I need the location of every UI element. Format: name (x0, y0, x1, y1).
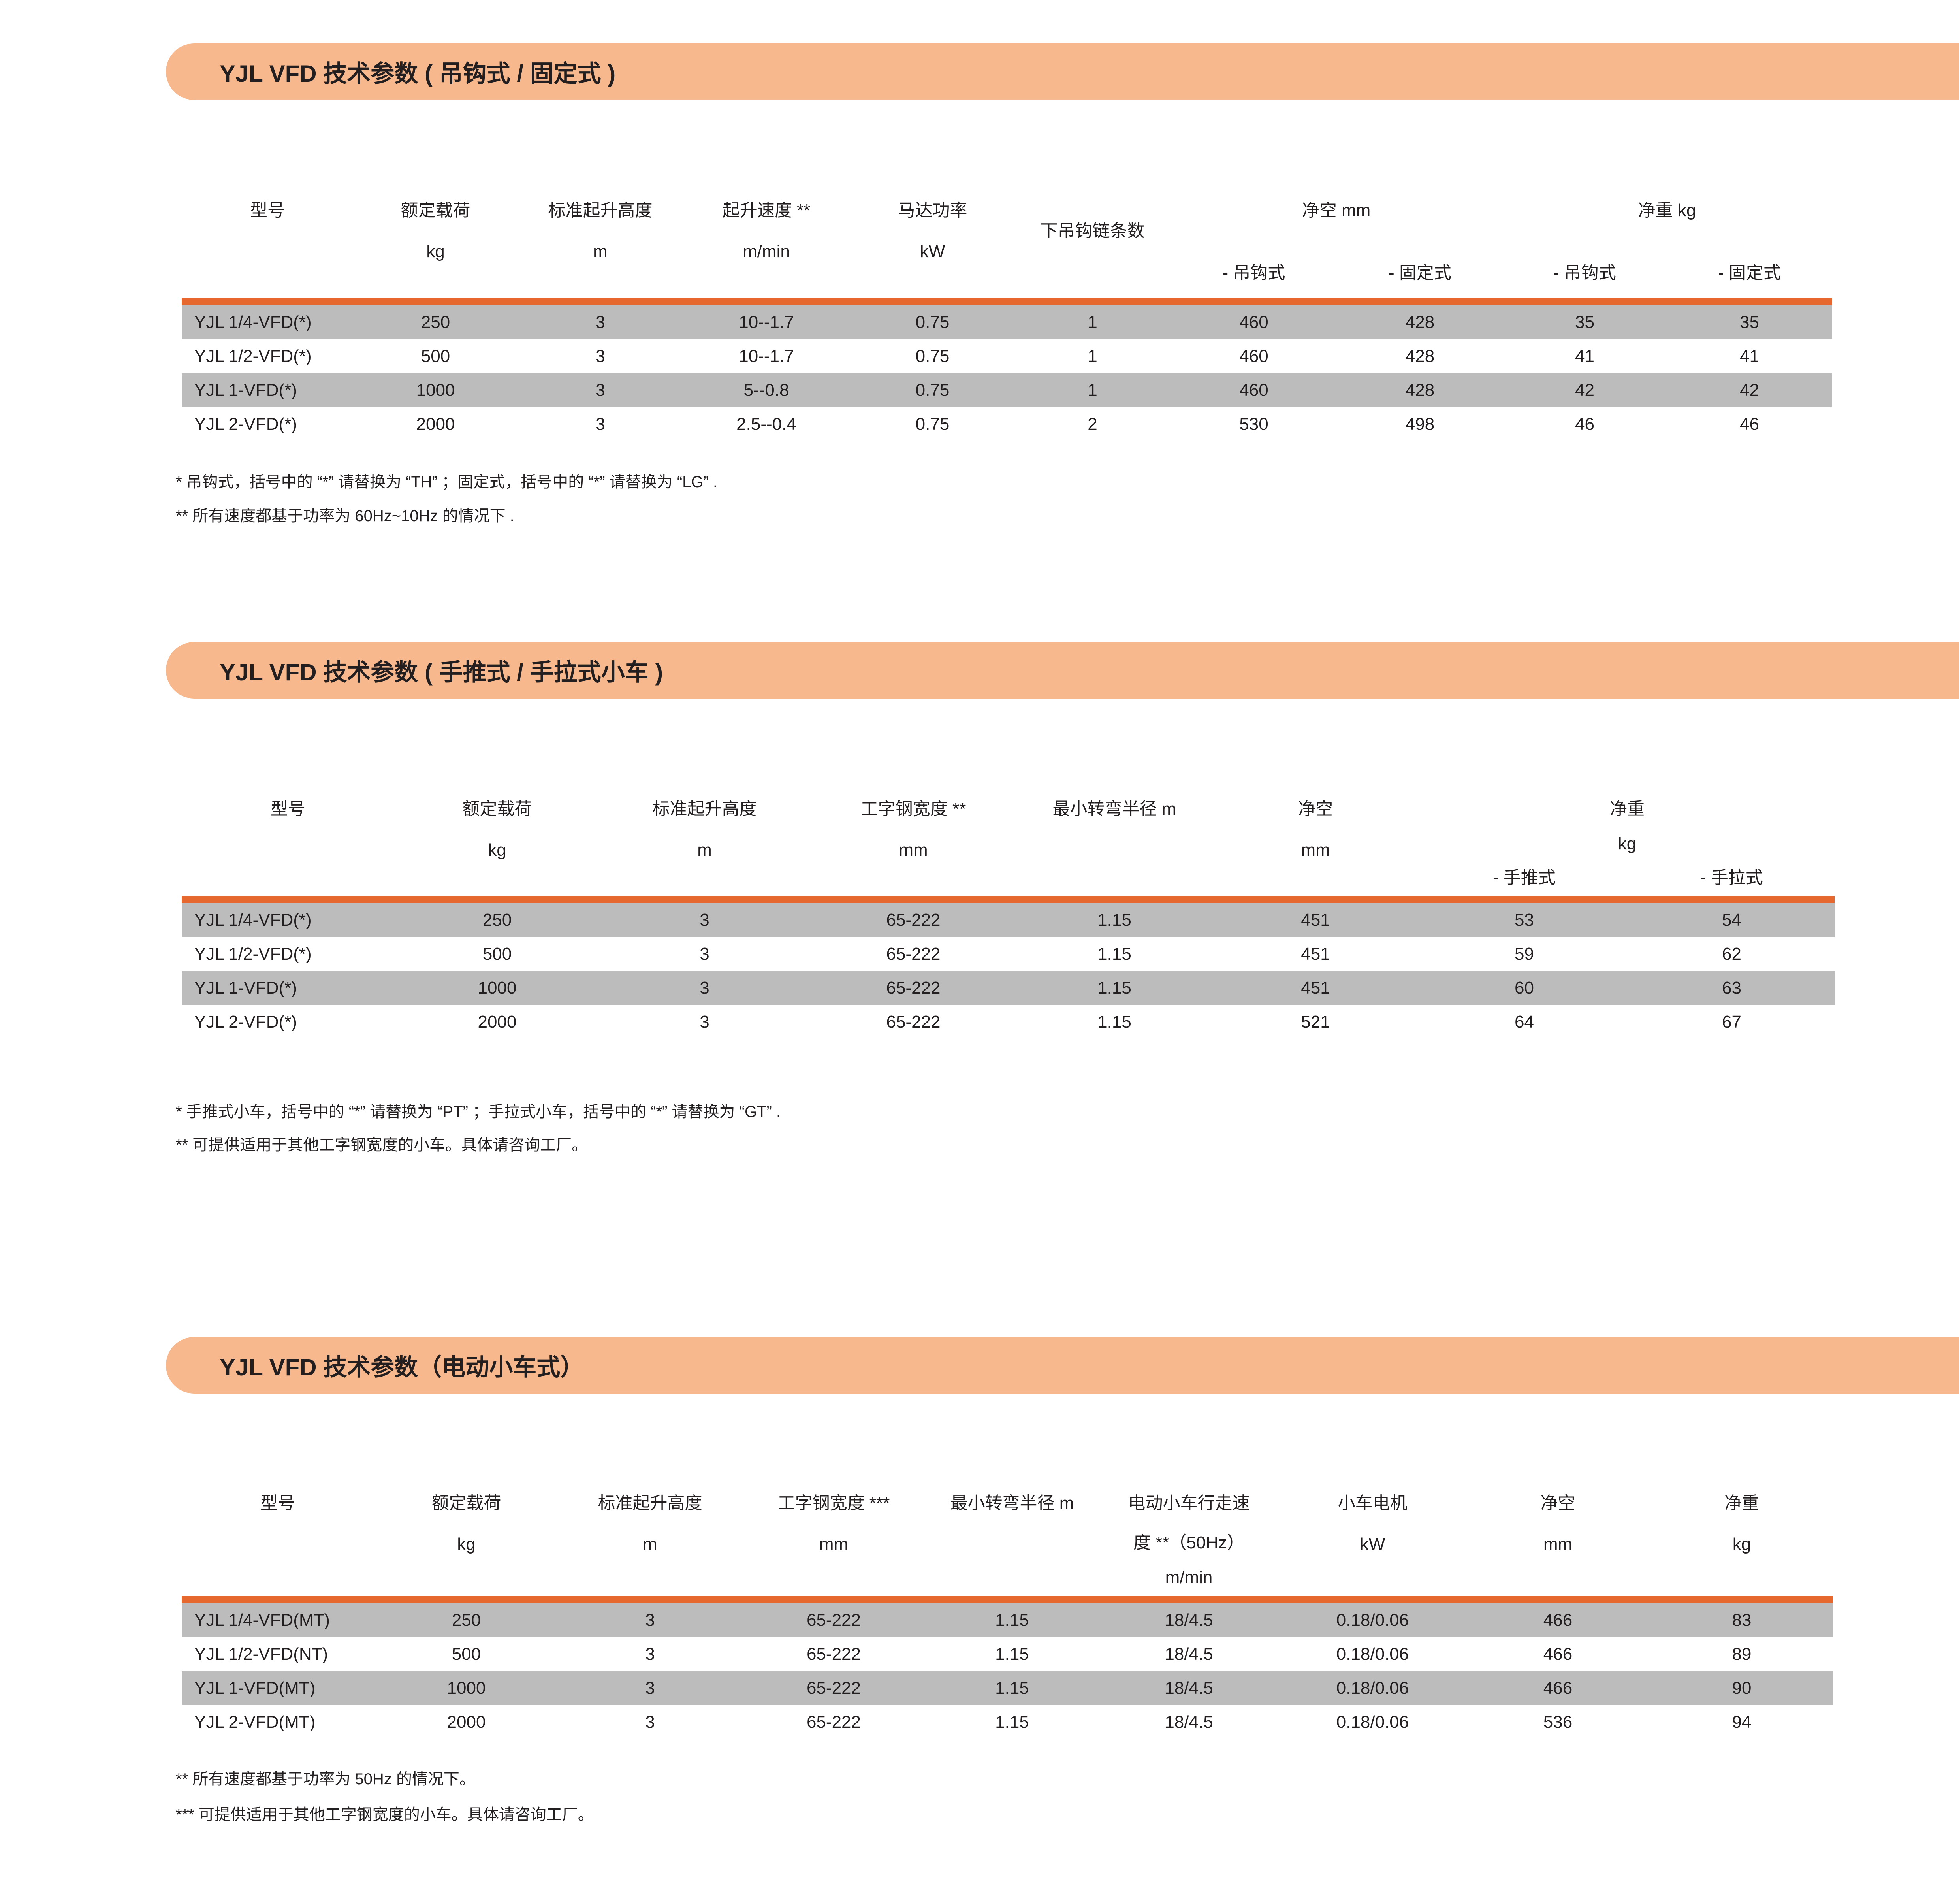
col-header-beam-width: 工字钢宽度 *** mm (777, 1493, 890, 1554)
section-push-geared-trolley: YJL VFD 技术参数 ( 手推式 / 手拉式小车 ) 型号 额定载荷 kg 标… (0, 642, 1959, 1154)
col-header-motor-power: 马达功率 kW (898, 201, 967, 261)
table-row: YJL 1-VFD(MT) 1000 3 65-222 1.15 18/4.5 … (182, 1671, 1833, 1705)
col-header-min-radius: 最小转弯半径 m (1052, 799, 1176, 819)
sub-header-hook: - 吊钩式 (1553, 263, 1616, 282)
col-header-headroom: 净空 mm (1298, 799, 1333, 860)
section-title: YJL VFD 技术参数 ( 吊钩式 / 固定式 ) (220, 60, 616, 87)
col-header-trolley-motor: 小车电机 kW (1338, 1493, 1408, 1554)
col-group-net-weight: 净重 kg (1638, 201, 1696, 220)
footnote: * 手推式小车，括号中的 “*” 请替换为 “PT” ；手拉式小车，括号中的 “… (176, 1103, 781, 1121)
sub-header-hook: - 吊钩式 (1222, 263, 1285, 282)
section-title: YJL VFD 技术参数（电动小车式） (220, 1354, 584, 1380)
spec-table-motorized-trolley: 型号 额定载荷 kg 标准起升高度 m 工字钢宽度 *** mm 最小转弯半径 m 电… (182, 1470, 1833, 1745)
col-header-travel-speed: 电动小车行走速度 **（50Hz） m/min (1128, 1493, 1250, 1587)
header-body-divider (182, 298, 1832, 305)
table-row: YJL 2-VFD(*) 2000 3 2.5--0.4 0.75 2 530 … (194, 414, 1759, 434)
col-header-rated-load: 额定载荷 kg (401, 201, 470, 261)
col-group-net-weight: 净重 kg (1610, 799, 1645, 853)
sub-header-geared: - 手拉式 (1700, 868, 1763, 887)
col-header-net-weight: 净重 kg (1724, 1493, 1759, 1554)
table-row: YJL 1-VFD(*) 1000 3 5--0.8 0.75 1 460 42… (182, 373, 1832, 407)
table-row: YJL 1/4-VFD(MT) 250 3 65-222 1.15 18/4.5… (182, 1603, 1833, 1637)
table-row: YJL 1/4-VFD(*) 250 3 65-222 1.15 451 53 … (182, 903, 1835, 937)
footnote: ** 所有速度都基于功率为 50Hz 的情况下。 (176, 1770, 475, 1788)
col-header-lift-height: 标准起升高度 m (652, 799, 757, 860)
table-row: YJL 1/2-VFD(NT) 500 3 65-222 1.15 18/4.5… (194, 1644, 1752, 1664)
section-banner: YJL VFD 技术参数 ( 手推式 / 手拉式小车 ) (166, 642, 1959, 699)
table-row: YJL 1-VFD(*) 1000 3 65-222 1.15 451 60 6… (182, 971, 1835, 1005)
section-motorized-trolley: YJL VFD 技术参数（电动小车式） 型号 额定载荷 kg 标准起升高度 m 工字… (0, 1337, 1959, 1824)
col-header-lift-speed: 起升速度 ** m/min (722, 201, 811, 261)
footnote: * 吊钩式，括号中的 “*” 请替换为 “TH” ；固定式，括号中的 “*” 请… (176, 473, 718, 491)
table-row: YJL 2-VFD(MT) 2000 3 65-222 1.15 18/4.5 … (194, 1712, 1752, 1732)
catalog-page: { "colors": {"banner_bg": "#F6B88C", "ru… (0, 43, 1959, 1904)
col-header-lift-height: 标准起升高度 m (598, 1493, 702, 1554)
footnote: *** 可提供适用于其他工字钢宽度的小车。具体请咨询工厂。 (176, 1806, 594, 1823)
col-header-chain-falls: 下吊钩链条数 (1040, 221, 1145, 241)
footnote: ** 可提供适用于其他工字钢宽度的小车。具体请咨询工厂。 (176, 1136, 588, 1154)
spec-table-trolley: 型号 额定载荷 kg 标准起升高度 m 工字钢宽度 ** mm 最小转弯半径 m 净空… (182, 776, 1835, 1045)
header-body-divider (182, 1596, 1833, 1603)
table-row: YJL 1/2-VFD(*) 500 3 65-222 1.15 451 59 … (194, 944, 1741, 964)
col-header-model: 型号 (260, 1493, 295, 1513)
sub-header-fixed: - 固定式 (1718, 263, 1781, 282)
section-banner: YJL VFD 技术参数（电动小车式） (166, 1337, 1959, 1394)
section-title: YJL VFD 技术参数 ( 手推式 / 手拉式小车 ) (220, 659, 663, 686)
header-body-divider (182, 896, 1835, 903)
table-row: YJL 2-VFD(*) 2000 3 65-222 1.15 521 64 6… (194, 1012, 1741, 1032)
col-header-rated-load: 额定载荷 kg (462, 799, 532, 860)
column-line-extension (182, 1739, 1833, 1745)
col-header-lift-height: 标准起升高度 m (548, 201, 653, 261)
col-header-beam-width: 工字钢宽度 ** mm (860, 799, 966, 860)
column-line-extension (182, 1039, 1835, 1045)
col-header-min-radius: 最小转弯半径 m (950, 1493, 1074, 1513)
col-header-rated-load: 额定载荷 kg (431, 1493, 501, 1554)
col-header-model: 型号 (271, 799, 305, 819)
col-header-headroom: 净空 mm (1540, 1493, 1575, 1554)
spec-table-hook-fixed: 型号 额定载荷 kg 标准起升高度 m 起升速度 ** m/min 马达功率 kW 下吊… (182, 177, 1832, 447)
section-banner: YJL VFD 技术参数 ( 吊钩式 / 固定式 ) (166, 43, 1959, 100)
sub-header-push: - 手推式 (1493, 868, 1556, 887)
table-row: YJL 1/4-VFD(*) 250 3 10--1.7 0.75 1 460 … (182, 305, 1832, 339)
col-header-model: 型号 (250, 201, 285, 220)
column-line-extension (182, 441, 1832, 447)
table-row: YJL 1/2-VFD(*) 500 3 10--1.7 0.75 1 460 … (194, 347, 1759, 366)
footnote: ** 所有速度都基于功率为 60Hz~10Hz 的情况下 . (176, 507, 514, 525)
sub-header-fixed: - 固定式 (1389, 263, 1451, 282)
col-group-headroom: 净空 mm (1302, 201, 1371, 220)
section-hook-fixed: YJL VFD 技术参数 ( 吊钩式 / 固定式 ) 型号 额定载荷 kg 标准起… (0, 43, 1959, 525)
